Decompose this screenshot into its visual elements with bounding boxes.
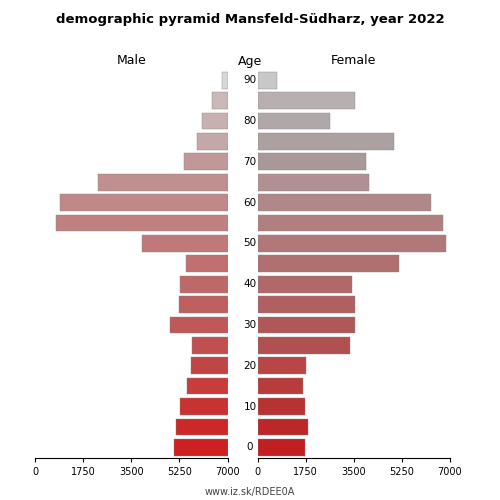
Text: Female: Female xyxy=(331,54,376,68)
Bar xyxy=(258,296,354,313)
Bar xyxy=(258,214,443,232)
Bar xyxy=(258,112,330,130)
Bar xyxy=(180,398,228,415)
Text: www.iz.sk/RDEE0A: www.iz.sk/RDEE0A xyxy=(205,488,295,498)
Bar xyxy=(258,337,350,353)
Bar xyxy=(188,378,228,394)
Bar xyxy=(258,378,302,394)
Text: demographic pyramid Mansfeld-Südharz, year 2022: demographic pyramid Mansfeld-Südharz, ye… xyxy=(56,12,444,26)
Text: 50: 50 xyxy=(244,238,256,248)
Bar xyxy=(174,439,228,456)
Text: 0: 0 xyxy=(247,442,254,452)
Bar xyxy=(196,133,228,150)
Bar xyxy=(170,316,228,334)
Bar xyxy=(180,276,228,292)
Bar xyxy=(186,256,228,272)
Text: Male: Male xyxy=(116,54,146,68)
Bar xyxy=(176,418,228,436)
Bar xyxy=(178,296,228,313)
Bar xyxy=(258,358,306,374)
Text: 30: 30 xyxy=(244,320,256,330)
Bar xyxy=(222,72,228,88)
Text: 70: 70 xyxy=(244,157,256,167)
Text: 90: 90 xyxy=(244,75,256,85)
Text: Age: Age xyxy=(238,54,262,68)
Bar xyxy=(191,358,228,374)
Bar xyxy=(258,133,394,150)
Bar xyxy=(56,214,228,232)
Bar xyxy=(258,154,366,170)
Bar xyxy=(258,92,355,109)
Bar xyxy=(258,439,305,456)
Text: 60: 60 xyxy=(244,198,256,207)
Bar xyxy=(192,337,228,353)
Text: 20: 20 xyxy=(244,360,256,370)
Bar xyxy=(258,256,399,272)
Bar xyxy=(98,174,228,190)
Bar xyxy=(60,194,228,211)
Bar xyxy=(258,235,446,252)
Bar xyxy=(258,72,278,88)
Bar xyxy=(258,418,308,436)
Bar xyxy=(258,316,354,334)
Bar xyxy=(258,398,305,415)
Bar xyxy=(184,154,228,170)
Text: 80: 80 xyxy=(244,116,256,126)
Bar xyxy=(258,276,352,292)
Bar xyxy=(258,174,369,190)
Bar xyxy=(202,112,228,130)
Text: 40: 40 xyxy=(244,279,256,289)
Bar xyxy=(258,194,431,211)
Bar xyxy=(142,235,228,252)
Text: 10: 10 xyxy=(244,402,256,411)
Bar xyxy=(212,92,228,109)
